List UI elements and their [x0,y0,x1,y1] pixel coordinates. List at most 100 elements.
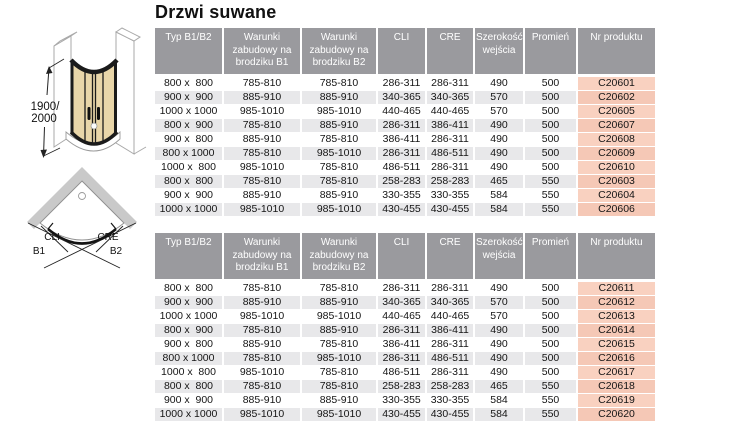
table-cell: 286-311 [427,338,475,352]
shower-top-view-diagram: CLI CRE B1 B2 [27,167,137,269]
table-cell: 440-465 [427,105,475,119]
cre-label: CRE [97,232,118,243]
table-cell: 490 [475,119,525,133]
table-cell: 985-1010 [302,352,378,366]
table-row: 800 x 800 785-810 785-810 258-283 258-283 465… [155,380,655,394]
table-cell: 900 x 900 [155,296,224,310]
height-label-line1: 1900/ [31,101,61,113]
product-number-cell: C20615 [578,338,655,352]
wall-panels [53,27,147,155]
table-cell: 900 x 900 [155,394,224,408]
header-row: Typ B1/B2 Warunki zabudowy na brodziku B1… [155,28,655,77]
table-row: 900 x 800 885-910 785-810 386-411 286-311 490… [155,133,655,147]
table-cell: 430-455 [378,408,427,422]
table-cell: 258-283 [427,175,475,189]
column-header: CRE [427,28,475,77]
table-cell: 386-411 [378,133,427,147]
table-cell: 785-810 [302,133,378,147]
table-cell: 258-283 [427,380,475,394]
table-cell: 584 [475,203,525,217]
table-cell: 490 [475,324,525,338]
table-cell: 985-1010 [224,366,302,380]
table-cell: 785-810 [224,119,302,133]
table-cell: 584 [475,189,525,203]
dimension-lines [27,222,137,269]
table-cell: 800 x 900 [155,119,224,133]
table-cell: 500 [525,91,578,105]
product-number-cell: C20613 [578,310,655,324]
column-header: Warunki zabudowy na brodziku B2 [302,28,378,77]
table-cell: 985-1010 [224,161,302,175]
table-row: 800 x 800 785-810 785-810 286-311 286-311 490… [155,77,655,91]
table-cell: 286-311 [378,119,427,133]
product-number-cell: C20618 [578,380,655,394]
b2-label: B2 [110,246,123,257]
table-cell: 490 [475,366,525,380]
table-cell: 430-455 [427,203,475,217]
table-cell: 900 x 900 [155,91,224,105]
table-cell: 550 [525,189,578,203]
table-row: 1000 x 1000 985-1010 985-1010 430-455 430-45… [155,203,655,217]
table-cell: 440-465 [378,310,427,324]
table-cell: 430-455 [427,408,475,422]
table-row: 1000 x 1000 985-1010 985-1010 440-465 440-46… [155,310,655,324]
table-cell: 330-355 [427,394,475,408]
glass-panel [69,58,119,146]
table-cell: 885-910 [302,394,378,408]
table-row: 800 x 1000 785-810 985-1010 286-311 486-511 4… [155,147,655,161]
table-row: 800 x 1000 785-810 985-1010 286-311 486-511 4… [155,352,655,366]
product-number-cell: C20607 [578,119,655,133]
table-cell: 1000 x 1000 [155,105,224,119]
table-cell: 785-810 [224,77,302,91]
table-cell: 985-1010 [224,203,302,217]
column-header: CRE [427,233,475,282]
table-cell: 490 [475,282,525,296]
column-header: Promień [525,28,578,77]
table-row: 900 x 900 885-910 885-910 330-355 330-355 584… [155,394,655,408]
product-number-cell: C20616 [578,352,655,366]
table-cell: 286-311 [427,366,475,380]
tray-outline [39,180,125,241]
column-header: Typ B1/B2 [155,233,224,282]
product-number-cell: C20603 [578,175,655,189]
sliding-door-arc [47,222,117,245]
table-cell: 500 [525,352,578,366]
product-number-cell: C20608 [578,133,655,147]
product-number-cell: C20610 [578,161,655,175]
table-cell: 1000 x 800 [155,161,224,175]
table-cell: 785-810 [302,282,378,296]
table-cell: 800 x 800 [155,175,224,189]
height-label-line2: 2000 [31,113,57,125]
table-cell: 486-511 [378,161,427,175]
table-row: 1000 x 1000 985-1010 985-1010 440-465 440-46… [155,105,655,119]
table-cell: 386-411 [427,119,475,133]
table-cell: 286-311 [378,352,427,366]
table-cell: 340-365 [378,296,427,310]
table-cell: 258-283 [378,175,427,189]
table-cell: 500 [525,282,578,296]
table-cell: 490 [475,147,525,161]
table-cell: 800 x 900 [155,324,224,338]
table-cell: 570 [475,105,525,119]
table-cell: 885-910 [302,296,378,310]
table-cell: 440-465 [427,310,475,324]
table-cell: 500 [525,366,578,380]
corner-walls [27,167,137,229]
table-cell: 500 [525,310,578,324]
table-cell: 985-1010 [302,408,378,422]
table-cell: 500 [525,161,578,175]
table-cell: 800 x 800 [155,380,224,394]
product-number-cell: C20617 [578,366,655,380]
table-cell: 1000 x 800 [155,366,224,380]
table-row: 800 x 900 785-810 885-910 286-311 386-411 490… [155,119,655,133]
table-cell: 785-810 [302,175,378,189]
table-row: 800 x 900 785-810 885-910 286-311 386-411 490… [155,324,655,338]
table-cell: 500 [525,133,578,147]
table-cell: 286-311 [427,282,475,296]
table-cell: 785-810 [302,161,378,175]
table-cell: 486-511 [427,352,475,366]
table-cell: 985-1010 [302,203,378,217]
table-cell: 785-810 [302,380,378,394]
column-header: CLI [378,28,427,77]
table-cell: 885-910 [302,189,378,203]
